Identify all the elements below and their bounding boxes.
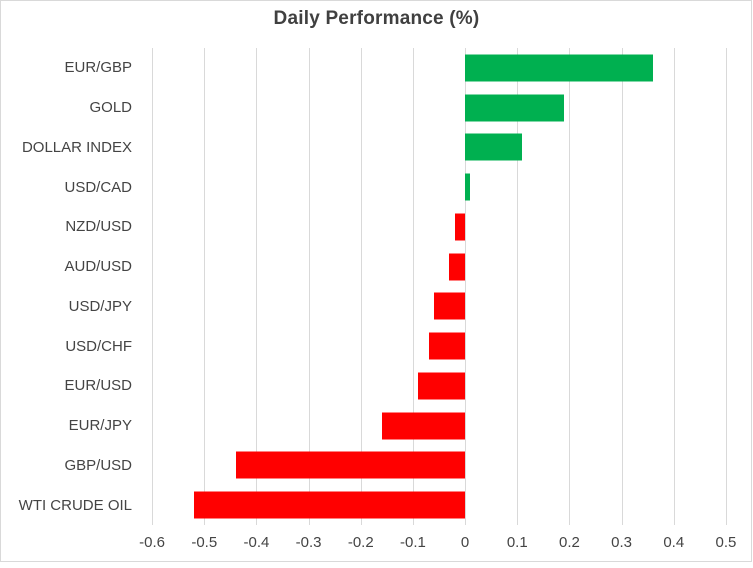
x-tick-label: 0.5 (715, 534, 737, 551)
x-tick-label: 0 (460, 534, 470, 551)
category-label: AUD/USD (64, 258, 132, 276)
bar-eur-gbp (465, 54, 653, 82)
gridline (569, 48, 571, 525)
x-tick-label: -0.1 (399, 534, 426, 551)
gridline (204, 48, 206, 525)
category-label: WTI CRUDE OIL (18, 496, 132, 514)
category-label: USD/CAD (64, 178, 132, 196)
bar-row (126, 485, 752, 525)
x-tick-label: 0.2 (558, 534, 580, 551)
gridline (360, 48, 362, 525)
bar-aud-usd (449, 253, 466, 281)
bar-gbp-usd (235, 451, 466, 479)
bar-row (126, 48, 752, 88)
gridline (725, 48, 727, 525)
gridline (152, 48, 154, 525)
category-label: EUR/GBP (64, 59, 132, 77)
category-label: EUR/USD (64, 377, 132, 395)
category-axis: EUR/GBP GOLD DOLLAR INDEX USD/CAD NZD/USD AUD… (0, 48, 132, 525)
category-label: GOLD (89, 99, 132, 117)
category-label: DOLLAR INDEX (21, 138, 132, 156)
gridline (308, 48, 310, 525)
x-tick-label: -0.2 (347, 534, 374, 551)
bar-usd-jpy (433, 292, 466, 320)
chart-title: Daily Performance (%) (273, 8, 480, 29)
category-label: USD/CHF (65, 337, 132, 355)
bar-rows (126, 48, 752, 525)
gridline (621, 48, 623, 525)
gridline (465, 48, 467, 525)
x-tick-label: -0.3 (295, 534, 322, 551)
gridline (673, 48, 675, 525)
bar-usd-chf (428, 332, 466, 360)
bar-row (126, 207, 752, 247)
bar-usd-cad (465, 173, 471, 201)
x-tick-label: 0.1 (506, 534, 528, 551)
gridline (412, 48, 414, 525)
gridline (517, 48, 519, 525)
bar-eur-jpy (381, 412, 466, 440)
x-tick-label: 0.4 (663, 534, 685, 551)
value-axis: -0.6 -0.5 -0.4 -0.3 -0.2 -0.1 0 0.1 0.2 0.3 0.4 0.5 (126, 534, 752, 554)
bar-gold (465, 94, 565, 122)
category-label: NZD/USD (65, 218, 132, 236)
x-tick-label: -0.5 (191, 534, 218, 551)
bar-row (126, 167, 752, 207)
bar-row (126, 88, 752, 128)
category-label: GBP/USD (64, 456, 132, 474)
category-label: USD/JPY (68, 297, 132, 315)
x-tick-label: -0.6 (139, 534, 166, 551)
bar-row (126, 446, 752, 486)
bar-nzd-usd (454, 213, 466, 241)
x-tick-label: 0.3 (611, 534, 633, 551)
bar-wti-crude-oil (193, 491, 466, 519)
bar-row (126, 128, 752, 168)
bar-row (126, 406, 752, 446)
category-label: EUR/JPY (68, 417, 132, 435)
bar-dollar-index (465, 133, 523, 161)
gridline (256, 48, 258, 525)
bar-row (126, 247, 752, 287)
bar-row (126, 366, 752, 406)
plot-area (126, 48, 752, 525)
bar-row (126, 287, 752, 327)
bar-eur-usd (418, 372, 466, 400)
x-tick-label: -0.4 (243, 534, 270, 551)
bar-row (126, 326, 752, 366)
